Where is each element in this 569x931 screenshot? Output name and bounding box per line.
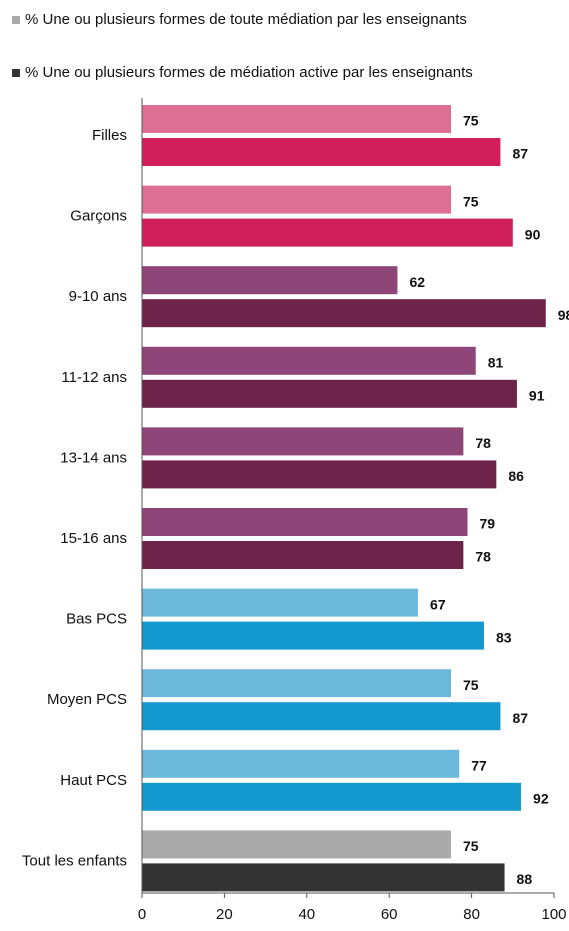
bar <box>142 138 501 166</box>
y-tick-label: 15-16 ans <box>60 530 127 547</box>
value-label: 78 <box>475 435 491 451</box>
value-label: 90 <box>525 226 541 242</box>
x-tick-label: 100 <box>541 906 566 923</box>
bar <box>142 460 497 489</box>
y-tick-label: 9-10 ans <box>69 288 127 305</box>
y-tick-label: Moyen PCS <box>47 691 127 708</box>
value-label: 83 <box>496 629 512 645</box>
value-label: 88 <box>517 871 533 887</box>
x-tick-label: 20 <box>216 906 233 923</box>
x-tick-label: 80 <box>463 906 480 923</box>
value-label: 75 <box>463 193 479 209</box>
bar <box>142 863 505 892</box>
bar <box>142 427 464 456</box>
bar <box>142 830 451 859</box>
bar <box>142 588 419 617</box>
value-label: 87 <box>512 146 528 162</box>
y-tick-label: Filles <box>92 127 127 144</box>
x-tick-label: 60 <box>381 906 398 923</box>
legend-label: % Une ou plusieurs formes de toute média… <box>25 11 467 28</box>
value-label: 86 <box>508 468 524 484</box>
value-label: 77 <box>471 758 487 774</box>
bar <box>142 669 451 698</box>
bar <box>142 266 398 295</box>
bar <box>142 702 501 731</box>
x-tick-label: 40 <box>298 906 315 923</box>
y-tick-label: 11-12 ans <box>61 369 127 386</box>
legend-swatch <box>12 16 20 24</box>
legend-label: % Une ou plusieurs formes de médiation a… <box>25 64 473 81</box>
y-tick-label: 13-14 ans <box>60 449 127 466</box>
value-label: 75 <box>463 113 479 129</box>
value-label: 81 <box>488 355 504 371</box>
y-tick-label: Tout les enfants <box>22 852 127 869</box>
bar <box>142 346 476 375</box>
value-label: 87 <box>512 710 528 726</box>
legend-swatch <box>12 69 20 77</box>
value-label: 91 <box>529 388 545 404</box>
bar <box>142 218 513 247</box>
bar <box>142 749 460 778</box>
bar <box>142 782 522 811</box>
bar <box>142 105 451 133</box>
bar <box>142 299 546 328</box>
bar <box>142 541 464 569</box>
bar <box>142 185 451 214</box>
value-label: 98 <box>558 307 569 323</box>
x-tick-label: 0 <box>138 906 146 923</box>
bar <box>142 621 484 650</box>
value-label: 62 <box>409 274 425 290</box>
value-label: 67 <box>430 596 446 612</box>
y-tick-label: Haut PCS <box>60 772 127 789</box>
bar <box>142 379 517 408</box>
value-label: 75 <box>463 677 479 693</box>
value-label: 78 <box>475 549 491 565</box>
value-label: 75 <box>463 838 479 854</box>
y-tick-label: Bas PCS <box>66 611 127 628</box>
value-label: 92 <box>533 791 549 807</box>
y-tick-label: Garçons <box>70 208 127 225</box>
value-label: 79 <box>479 516 495 532</box>
bar <box>142 508 468 536</box>
